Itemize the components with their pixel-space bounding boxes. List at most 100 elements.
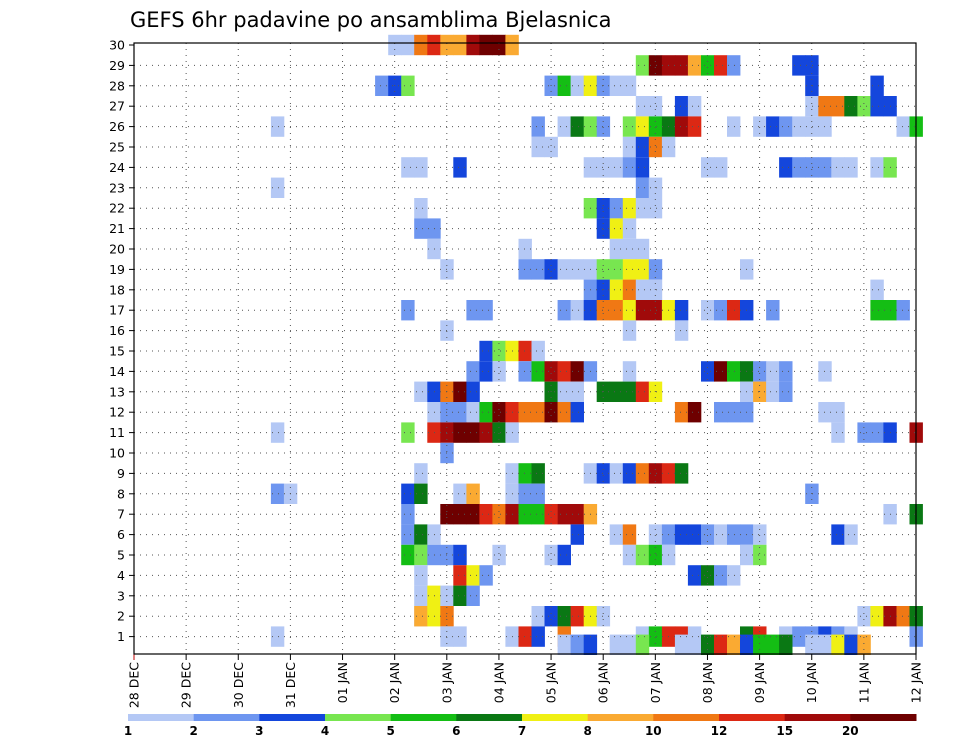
heatmap-cell — [427, 34, 441, 56]
heatmap-cell — [687, 565, 702, 586]
colorbar-label: 6 — [452, 724, 460, 738]
heatmap-cell — [583, 634, 598, 655]
heatmap-cell — [635, 96, 650, 117]
heatmap-cell — [479, 340, 493, 362]
heatmap-cell — [674, 402, 689, 423]
heatmap-cell — [479, 34, 493, 56]
y-tick-label: 8 — [117, 486, 125, 501]
heatmap-cell — [453, 544, 467, 566]
heatmap-cell — [609, 463, 624, 484]
heatmap-cell — [466, 402, 480, 423]
heatmap-cell — [622, 361, 637, 382]
heatmap-cell — [805, 157, 819, 178]
heatmap-cell — [453, 504, 467, 525]
heatmap-cell — [401, 34, 415, 56]
heatmap-cell — [570, 259, 584, 280]
heatmap-cell — [674, 524, 689, 545]
y-tick-label: 7 — [117, 507, 125, 522]
heatmap-cell — [414, 606, 428, 627]
y-tick-label: 6 — [117, 527, 125, 542]
y-tick-label: 5 — [117, 548, 125, 563]
heatmap-cell — [896, 606, 910, 627]
heatmap-cell — [753, 524, 767, 545]
heatmap-cell — [635, 177, 650, 198]
colorbar-swatch — [653, 714, 720, 721]
heatmap-cell — [401, 483, 415, 504]
plot-frame — [133, 42, 917, 655]
colorbar-swatch — [325, 714, 392, 721]
heatmap-cell — [557, 402, 571, 423]
heatmap-cell — [518, 402, 532, 423]
heatmap-cell — [557, 300, 571, 321]
heatmap-cell — [753, 544, 767, 566]
heatmap-cell — [792, 55, 806, 76]
heatmap-cell — [466, 34, 480, 56]
heatmap-cell — [609, 524, 624, 545]
heatmap-cell — [570, 504, 584, 525]
heatmap-cell — [648, 259, 663, 280]
heatmap-cell — [570, 402, 584, 423]
heatmap-cell — [714, 402, 728, 423]
heatmap-cell — [701, 55, 715, 76]
x-tick-label: 05 JAN — [544, 662, 559, 703]
heatmap-cell — [674, 634, 689, 655]
heatmap-cell — [727, 402, 741, 423]
heatmap-cell — [440, 34, 454, 56]
heatmap-cell — [766, 361, 780, 382]
heatmap-cell — [857, 422, 871, 443]
colorbar-label: 4 — [321, 724, 329, 738]
heatmap-cell — [596, 116, 611, 137]
heatmap-cell — [570, 300, 584, 321]
heatmap-cell — [831, 402, 845, 423]
colorbar-swatch — [193, 714, 260, 721]
heatmap-cell — [557, 361, 571, 382]
heatmap-cell — [714, 361, 728, 382]
heatmap-cell — [270, 177, 285, 198]
heatmap-cell — [622, 116, 637, 137]
heatmap-cell — [674, 463, 689, 484]
heatmap-cell — [714, 55, 728, 76]
heatmap-cell — [544, 402, 558, 423]
colorbar-swatch — [784, 714, 851, 721]
heatmap-cell — [635, 136, 650, 158]
y-tick-label: 4 — [117, 568, 125, 583]
heatmap-cell — [466, 504, 480, 525]
x-tick-label: 28 DEC — [127, 662, 142, 708]
heatmap-cell — [414, 198, 428, 219]
heatmap-cell — [453, 565, 467, 586]
colorbar-swatch — [850, 714, 917, 721]
y-tick-label: 12 — [109, 405, 125, 420]
x-tick-label: 10 JAN — [804, 662, 819, 703]
heatmap-cell — [701, 300, 715, 321]
heatmap-cell — [544, 136, 558, 158]
heatmap-cell — [805, 634, 819, 655]
heatmap-cell — [609, 279, 624, 300]
heatmap-cell — [466, 422, 480, 443]
heatmap-cell — [870, 96, 884, 117]
colorbar-swatch — [587, 714, 654, 721]
heatmap-cell — [622, 300, 637, 321]
y-tick-label: 18 — [109, 282, 125, 297]
x-tick-label: 30 DEC — [231, 662, 246, 708]
x-axis-ticks: 28 DEC 29 DEC 30 DEC 31 DEC 01 JAN 02 JAN 03 J… — [127, 654, 924, 708]
heatmap-cell — [727, 565, 741, 586]
heatmap-cell — [518, 340, 532, 362]
heatmap-cell — [635, 634, 650, 655]
x-tick-label: 31 DEC — [283, 662, 298, 708]
heatmap-cell — [870, 279, 884, 300]
heatmap-cell — [492, 402, 506, 423]
y-tick-label: 20 — [109, 242, 125, 257]
heatmap-cell — [792, 157, 806, 178]
heatmap-cell — [453, 381, 467, 402]
heatmap-cell — [544, 504, 558, 525]
y-tick-label: 26 — [109, 119, 125, 134]
heatmap-cell — [753, 361, 767, 382]
heatmap-cell — [518, 463, 532, 484]
heatmap-cell — [727, 361, 741, 382]
y-tick-label: 2 — [117, 609, 125, 624]
heatmap-cell — [466, 585, 480, 606]
heatmap-cell — [570, 361, 584, 382]
heatmap-cell — [635, 544, 650, 566]
heatmap-cell — [779, 361, 793, 382]
